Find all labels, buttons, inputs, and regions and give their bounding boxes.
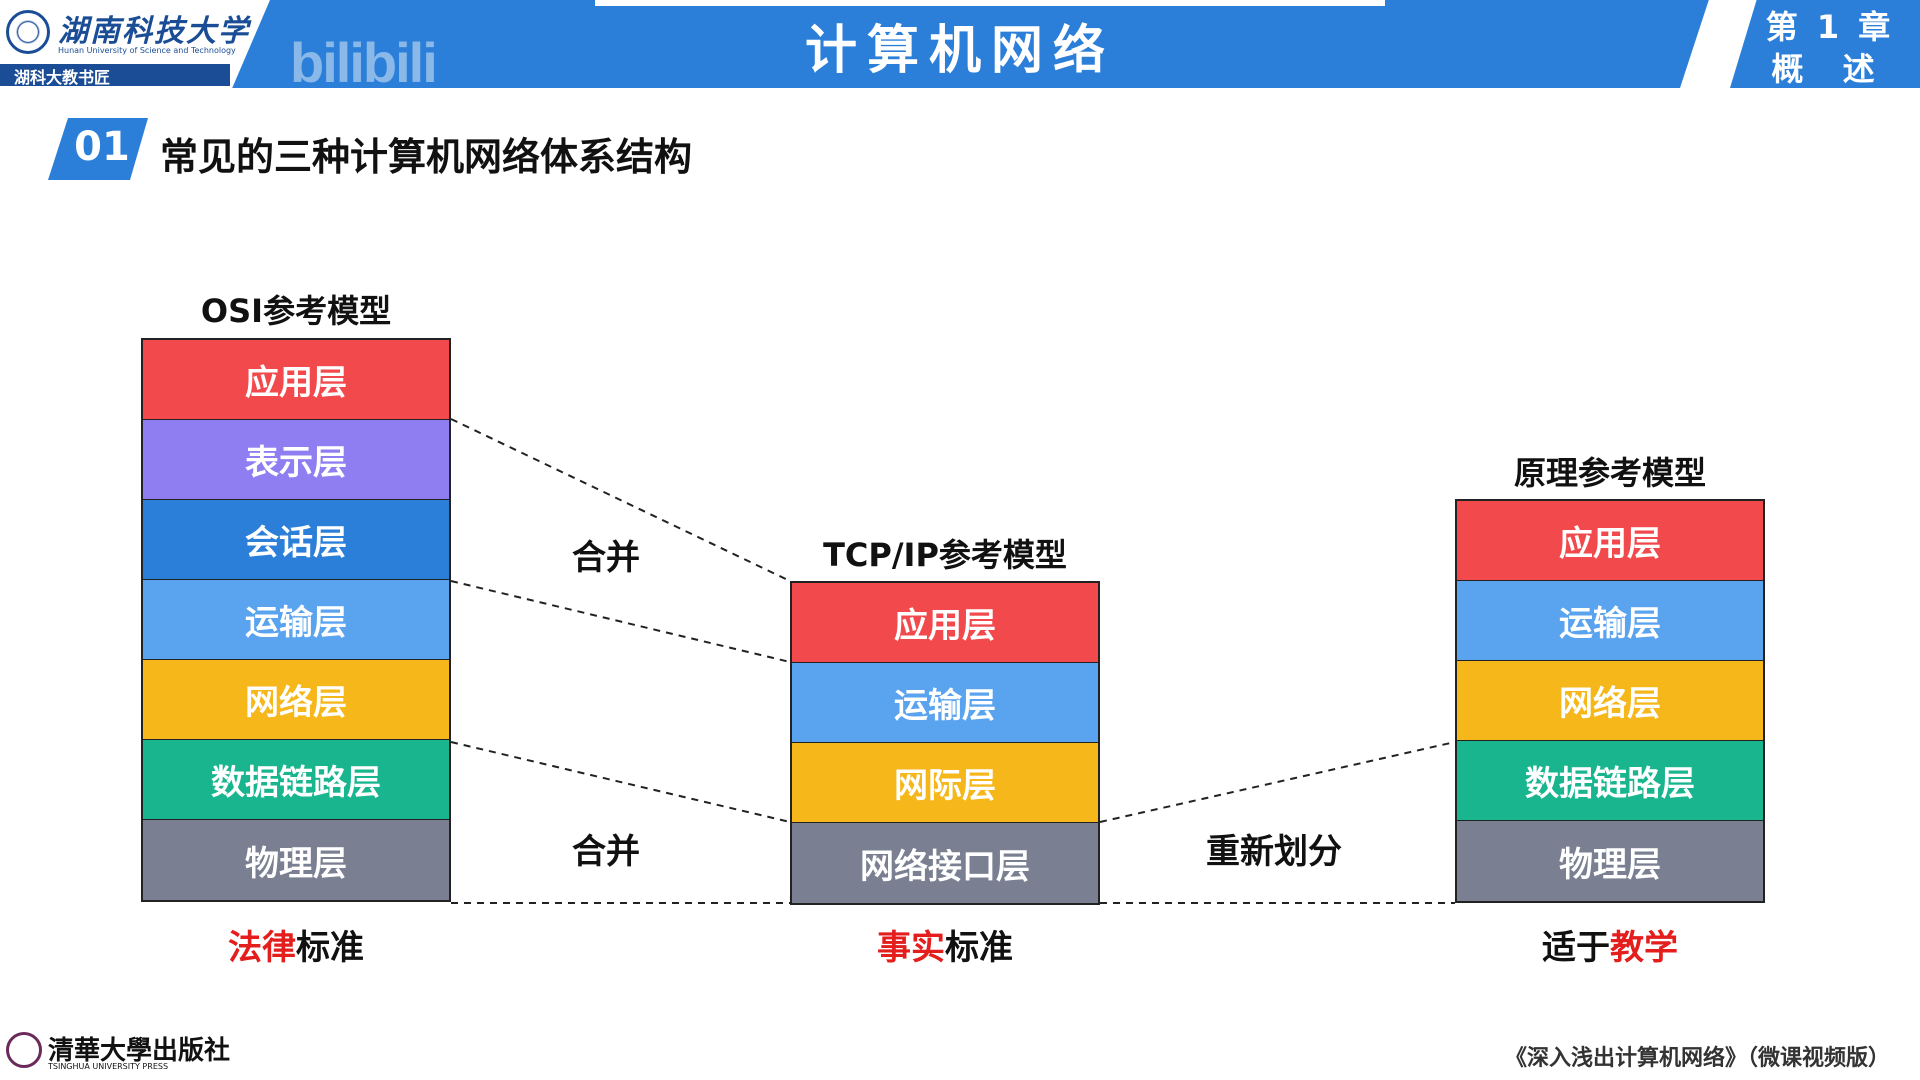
merge-line-bottom-upper (450, 741, 791, 823)
university-name-cn: 湖南科技大学 (58, 14, 250, 49)
osi-layer-datalink: 数据链路层 (143, 740, 449, 820)
chapter-name: 概 述 (1771, 50, 1889, 88)
principle-caption-highlight: 教学 (1610, 928, 1678, 968)
university-seal-icon (6, 10, 50, 54)
page-title: 计算机网络 (804, 21, 1115, 81)
publisher-name-en: TSINGHUA UNIVERSITY PRESS (48, 1062, 169, 1071)
chapter-number: 第 1 章 (1765, 8, 1895, 46)
book-title: 《深入浅出计算机网络》（微课视频版） (1504, 1046, 1890, 1071)
tcpip-layer-internet: 网际层 (792, 743, 1098, 823)
osi-model-stack: 应用层 表示层 会话层 运输层 网络层 数据链路层 物理层 (141, 338, 451, 902)
merge-label-bottom: 合并 (572, 832, 640, 872)
tcpip-model-stack: 应用层 运输层 网际层 网络接口层 (790, 581, 1100, 905)
principle-layer-physical: 物理层 (1457, 821, 1763, 901)
university-name-en: Hunan University of Science and Technolo… (58, 46, 236, 55)
chapter-badge (1730, 0, 1920, 88)
publisher-name: 清華大學出版社 (48, 1036, 231, 1066)
redivide-label: 重新划分 (1206, 832, 1342, 872)
tcpip-model-title: TCP/IP参考模型 (823, 536, 1067, 574)
osi-layer-presentation: 表示层 (143, 420, 449, 500)
osi-layer-physical: 物理层 (143, 820, 449, 900)
principle-caption-prefix: 适于 (1542, 928, 1610, 968)
tcpip-layer-transport: 运输层 (792, 663, 1098, 743)
tcpip-caption-highlight: 事实 (877, 928, 945, 968)
header-bar (0, 0, 1920, 88)
osi-caption-highlight: 法律 (228, 928, 296, 968)
osi-caption-rest: 标准 (296, 928, 364, 968)
title-tab-accent (595, 0, 1385, 6)
tcpip-caption: 事实标准 (790, 920, 1100, 969)
principle-layer-application: 应用层 (1457, 501, 1763, 581)
redivide-line-upper (1099, 741, 1456, 823)
merge-line-top-upper (450, 418, 791, 582)
osi-layer-network: 网络层 (143, 660, 449, 740)
publisher-seal-icon (6, 1032, 42, 1068)
merge-label-top: 合并 (572, 538, 640, 578)
osi-layer-transport: 运输层 (143, 580, 449, 660)
tcpip-layer-network-interface: 网络接口层 (792, 823, 1098, 903)
section-title: 常见的三种计算机网络体系结构 (160, 135, 693, 179)
principle-model-title: 原理参考模型 (1513, 454, 1706, 492)
principle-caption: 适于教学 (1455, 920, 1765, 969)
tcpip-layer-application: 应用层 (792, 583, 1098, 663)
section-number: 01 (74, 124, 130, 170)
principle-layer-transport: 运输层 (1457, 581, 1763, 661)
osi-model-title: OSI参考模型 (200, 292, 392, 330)
principle-layer-network: 网络层 (1457, 661, 1763, 741)
tcpip-caption-rest: 标准 (945, 928, 1013, 968)
osi-layer-session: 会话层 (143, 500, 449, 580)
logo-strip (0, 64, 230, 86)
bilibili-watermark: bilibili (290, 31, 438, 94)
channel-name: 湖科大教书匠 (14, 68, 111, 87)
header: 湖南科技大学 Hunan University of Science and T… (0, 0, 1920, 94)
merge-line-top-lower (450, 580, 791, 663)
principle-layer-datalink: 数据链路层 (1457, 741, 1763, 821)
osi-caption: 法律标准 (141, 920, 451, 969)
principle-model-stack: 应用层 运输层 网络层 数据链路层 物理层 (1455, 499, 1765, 903)
osi-layer-application: 应用层 (143, 340, 449, 420)
